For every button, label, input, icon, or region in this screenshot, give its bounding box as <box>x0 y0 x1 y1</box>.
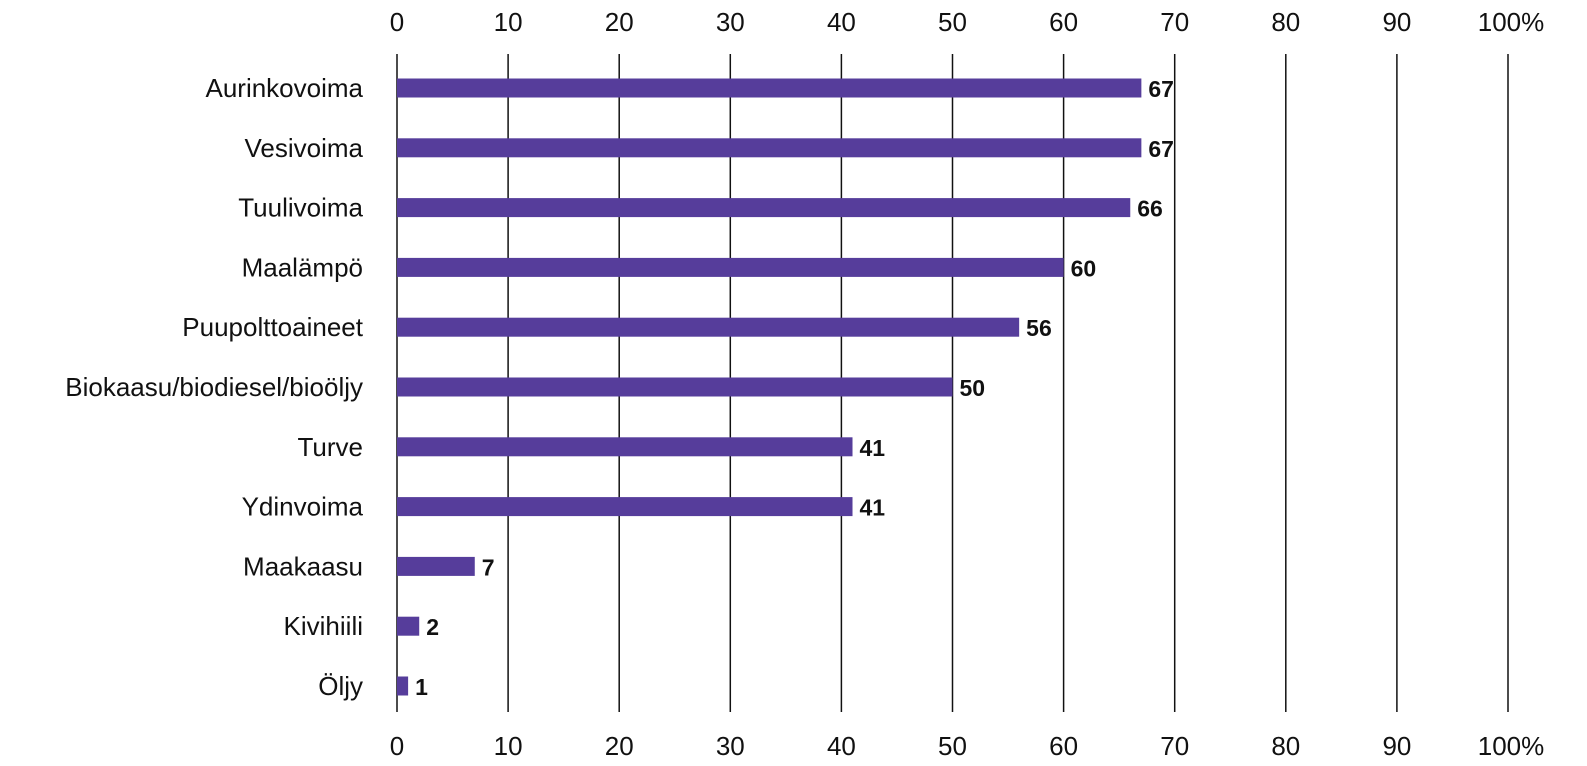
category-label: Aurinkovoima <box>205 73 363 103</box>
x-tick-label-top: 60 <box>1049 7 1078 37</box>
value-labels: 67 67 66 60 56 50 41 41 7 2 1 <box>415 76 1174 700</box>
bar <box>397 676 409 696</box>
x-tick-label-bottom: 90 <box>1382 731 1411 761</box>
x-tick-label-top: 70 <box>1160 7 1189 37</box>
x-tick-label-top: 0 <box>390 7 404 37</box>
category-label: Ydinvoima <box>242 492 364 522</box>
x-tick-label-top: 10 <box>494 7 523 37</box>
category-labels: Aurinkovoima Vesivoima Tuulivoima Maalämpö P… <box>65 73 364 701</box>
category-label: Biokaasu/biodiesel/bioöljy <box>65 372 363 402</box>
bar <box>397 437 853 457</box>
x-tick-label-bottom: 70 <box>1160 731 1189 761</box>
top-axis-ticks: 0 10 20 30 40 50 60 70 80 90 100% <box>390 7 1544 37</box>
x-tick-label-bottom: 40 <box>827 731 856 761</box>
category-label: Vesivoima <box>245 133 364 163</box>
x-tick-label-top: 40 <box>827 7 856 37</box>
data-label: 66 <box>1137 196 1163 222</box>
category-label: Maalämpö <box>242 252 363 282</box>
x-tick-label-bottom: 60 <box>1049 731 1078 761</box>
data-label: 60 <box>1071 255 1097 281</box>
bar <box>397 497 853 517</box>
data-label: 67 <box>1148 136 1174 162</box>
data-label: 1 <box>415 674 428 700</box>
data-label: 7 <box>482 554 495 580</box>
data-label: 56 <box>1026 315 1052 341</box>
x-tick-label-top: 50 <box>938 7 967 37</box>
category-label: Öljy <box>318 671 363 701</box>
category-label: Puupolttoaineet <box>182 312 363 342</box>
bar <box>397 377 953 397</box>
data-label: 2 <box>426 614 439 640</box>
x-tick-label-bottom: 50 <box>938 731 967 761</box>
data-label: 41 <box>860 435 886 461</box>
x-tick-label-top: 30 <box>716 7 745 37</box>
bar <box>397 138 1142 158</box>
x-tick-label-bottom: 0 <box>390 731 404 761</box>
x-tick-label-top: 90 <box>1382 7 1411 37</box>
category-label: Tuulivoima <box>238 193 363 223</box>
category-label: Maakaasu <box>243 551 363 581</box>
bars <box>397 78 1142 696</box>
x-tick-label-top: 20 <box>605 7 634 37</box>
x-tick-label-bottom: 30 <box>716 731 745 761</box>
x-tick-label-bottom: 20 <box>605 731 634 761</box>
bar <box>397 78 1142 98</box>
bar <box>397 198 1131 218</box>
x-tick-label-bottom: 80 <box>1271 731 1300 761</box>
x-tick-label-bottom: 100% <box>1478 731 1545 761</box>
data-label: 41 <box>860 495 886 521</box>
bar <box>397 556 475 576</box>
category-label: Turve <box>298 432 364 462</box>
x-tick-label-top: 80 <box>1271 7 1300 37</box>
data-label: 50 <box>960 375 986 401</box>
category-label: Kivihiili <box>284 611 363 641</box>
bar <box>397 616 420 636</box>
x-tick-label-bottom: 10 <box>494 731 523 761</box>
data-label: 67 <box>1148 76 1174 102</box>
bar <box>397 257 1064 277</box>
bar <box>397 317 1020 337</box>
x-tick-label-top: 100% <box>1478 7 1545 37</box>
bottom-axis-ticks: 0 10 20 30 40 50 60 70 80 90 100% <box>390 731 1544 761</box>
